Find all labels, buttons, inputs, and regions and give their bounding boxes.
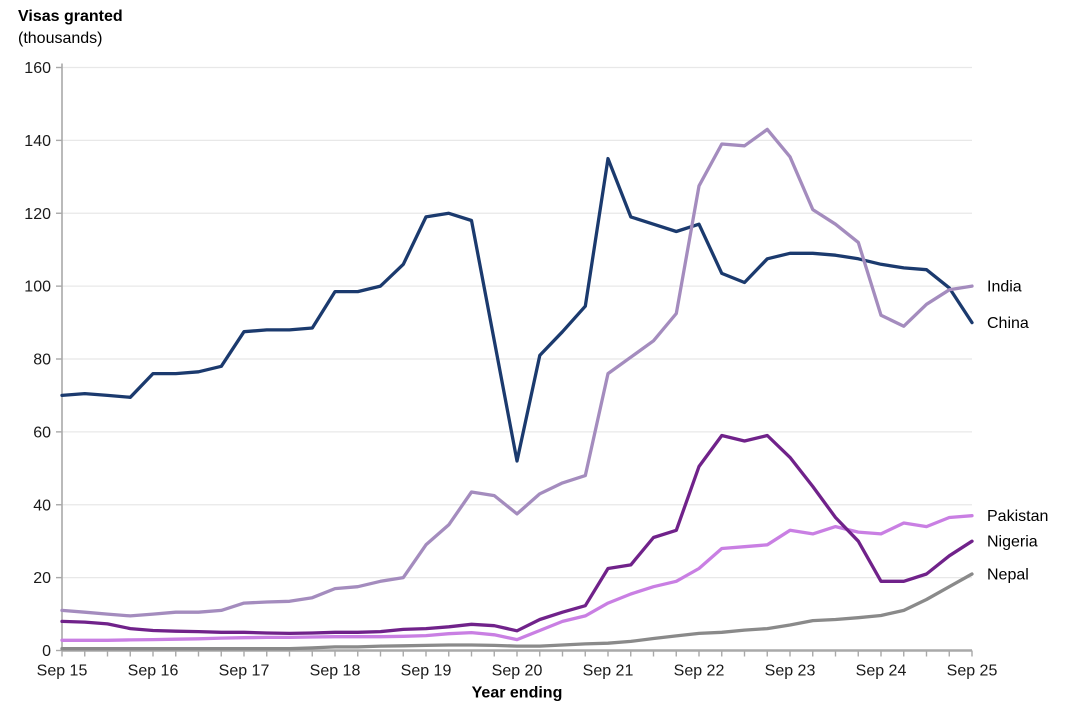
x-tick-label: Sep 16 [128, 663, 179, 680]
series-line-india [60, 127, 974, 618]
y-tick-label: 0 [42, 643, 51, 660]
y-tick-label: 60 [33, 424, 51, 441]
x-tick-label: Sep 21 [583, 663, 634, 680]
x-tick-label: Sep 25 [947, 663, 998, 680]
series-label-nigeria: Nigeria [987, 534, 1038, 551]
x-axis-title: Year ending [472, 685, 563, 702]
x-tick-label: Sep 18 [310, 663, 361, 680]
y-tick-label: 100 [24, 279, 51, 296]
y-tick-label: 120 [24, 206, 51, 223]
series-line-china [60, 156, 974, 463]
y-tick-label: 80 [33, 352, 51, 369]
x-tick-label: Sep 23 [765, 663, 816, 680]
series-line-nepal [60, 572, 974, 651]
x-tick-label: Sep 19 [401, 663, 452, 680]
gridlines [62, 66, 972, 579]
series-label-india: India [987, 279, 1022, 296]
series-lines [60, 127, 974, 651]
x-tick-label: Sep 20 [492, 663, 543, 680]
chart-title: Visas granted [18, 8, 123, 25]
series-label-pakistan: Pakistan [987, 508, 1048, 525]
x-tick-label: Sep 22 [674, 663, 725, 680]
y-tick-label: 40 [33, 497, 51, 514]
y-axis: 0 20 40 60 80 100 120 140 160 [24, 60, 63, 660]
x-tick-label: Sep 17 [219, 663, 270, 680]
y-tick-label: 20 [33, 570, 51, 587]
x-axis: Sep 15 Sep 16 Sep 17 Sep 18 Sep 19 Sep 20 Sep … [37, 649, 998, 702]
y-tick-label: 140 [24, 133, 51, 150]
series-label-nepal: Nepal [987, 566, 1029, 583]
series-line-pakistan [60, 514, 974, 642]
series-end-labels: India China Pakistan Nigeria Nepal [987, 279, 1048, 584]
chart-subtitle: (thousands) [18, 30, 103, 47]
series-label-china: China [987, 315, 1029, 332]
series-line-nigeria [60, 433, 974, 636]
x-tick-label: Sep 15 [37, 663, 88, 680]
x-tick-label: Sep 24 [856, 663, 907, 680]
y-tick-label: 160 [24, 60, 51, 77]
